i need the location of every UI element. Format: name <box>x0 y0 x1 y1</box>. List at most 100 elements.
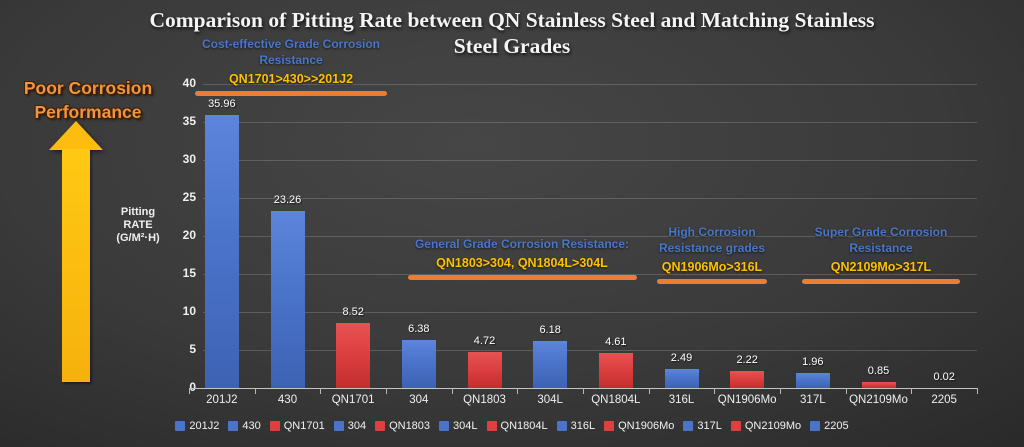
annotation-heading-line: Super Grade Corrosion <box>814 225 948 239</box>
bar-QN1701 <box>336 323 371 388</box>
y-axis-tick-label: 40 <box>182 76 196 90</box>
legend-item: QN1906Mo <box>604 420 674 432</box>
legend-label: 201J2 <box>189 420 220 432</box>
bar-317L <box>795 373 830 388</box>
legend-swatch <box>175 421 186 431</box>
bar-value-label: 2.49 <box>670 352 693 365</box>
x-axis-category-label: QN1803 <box>463 394 506 406</box>
legend-item: 201J2 <box>175 420 219 432</box>
page-title-line1: Comparison of Pitting Rate between QN St… <box>149 8 875 32</box>
x-axis-tick <box>911 388 913 394</box>
chart-legend: 201J2 430 QN1701 304 QN1803 304L QN1804L 316L QN… <box>0 420 1024 432</box>
annotation-group: High Corrosion Resistance grades QN1906Mo>… <box>637 224 787 284</box>
legend-label: QN2109Mo <box>744 420 802 432</box>
legend-item: 430 <box>228 420 261 432</box>
x-axis-category-label: 317L <box>800 394 826 406</box>
x-axis-tick <box>517 388 519 394</box>
annotation-heading-line: Resistance <box>259 53 323 67</box>
y-axis-tick-label: 10 <box>182 304 196 318</box>
x-axis-category-label: 316L <box>668 394 695 406</box>
gridline <box>203 235 977 237</box>
annotation-group: Super Grade Corrosion Resistance QN2109Mo>… <box>796 224 966 284</box>
y-axis-tick-label: 15 <box>182 266 196 280</box>
bar-value-label: 1.96 <box>802 356 824 369</box>
poor-corrosion-callout: Poor Corrosion Performance <box>2 76 174 124</box>
y-axis-tick-label: 20 <box>182 228 196 242</box>
legend-swatch <box>333 421 344 431</box>
legend-item: 304L <box>439 420 478 432</box>
y-axis-tick-label: 25 <box>182 190 196 204</box>
legend-item: QN1803 <box>375 420 430 432</box>
bar-value-label: 8.52 <box>342 306 364 319</box>
x-axis-tick <box>714 388 716 394</box>
gridline <box>203 311 977 313</box>
legend-item: QN2109Mo <box>730 420 802 432</box>
legend-swatch <box>604 421 615 431</box>
bar-304 <box>401 339 436 388</box>
gridline <box>203 83 977 85</box>
annotation-relation: QN1701>430>>201J2 <box>228 72 354 86</box>
x-axis-category-label: QN1804L <box>591 394 641 406</box>
legend-swatch <box>439 421 450 431</box>
x-axis-tick <box>780 388 781 394</box>
annotation-underline <box>195 91 387 96</box>
legend-label: 2205 <box>824 420 849 432</box>
legend-label: QN1803 <box>389 420 431 432</box>
annotation-heading: Cost-effective Grade Corrosion Resistance <box>186 36 396 68</box>
bar-201J2 <box>204 114 239 388</box>
up-arrow-shaft <box>62 149 90 382</box>
x-axis-tick <box>254 388 256 394</box>
annotation-heading: General Grade Corrosion Resistance: <box>392 236 652 252</box>
y-axis-title-line2: RATE <box>123 219 153 231</box>
legend-item: 317L <box>683 420 722 432</box>
bar-316L <box>664 369 699 388</box>
legend-label: 317L <box>697 420 722 432</box>
legend-swatch <box>810 421 821 431</box>
x-axis-category-label: 2205 <box>931 394 957 406</box>
x-axis-category-label: QN1906Mo <box>717 394 777 406</box>
annotation-heading-line: High Corrosion <box>668 225 756 239</box>
y-axis-title: Pitting RATE (G/M²·H) <box>106 206 170 245</box>
legend-item: QN1804L <box>486 420 548 432</box>
x-axis-tick <box>845 388 847 394</box>
bar-value-label: 0.85 <box>867 364 890 377</box>
legend-label: 430 <box>242 420 261 432</box>
x-axis-tick <box>320 388 322 394</box>
annotation-heading-line: Cost-effective Grade Corrosion <box>201 37 381 51</box>
x-axis-tick <box>977 388 978 394</box>
bar-value-label: 23.26 <box>273 194 302 207</box>
bar-value-label: 0.02 <box>933 370 955 383</box>
y-axis-tick-label: 35 <box>182 114 196 128</box>
bar-value-label: 6.18 <box>539 324 561 337</box>
annotation-relation: QN1803>304, QN1804L>304L <box>436 256 608 270</box>
x-axis-tick <box>451 388 453 394</box>
up-arrow-icon <box>49 121 103 150</box>
gridline <box>203 273 977 275</box>
y-axis-tick-label: 30 <box>182 152 196 166</box>
y-axis-title-line3: (G/M²·H) <box>116 232 160 244</box>
x-axis-category-label: QN1701 <box>331 394 375 406</box>
bar-value-label: 4.72 <box>473 335 496 348</box>
annotation-heading-line: Resistance grades <box>658 241 766 255</box>
annotation-relation: QN1906Mo>316L <box>661 260 763 274</box>
bar-value-label: 2.22 <box>736 354 758 367</box>
y-axis-tick-label: 5 <box>189 342 196 356</box>
x-axis-category-label: 201J2 <box>206 394 238 406</box>
legend-label: QN1701 <box>283 420 325 432</box>
poor-corrosion-callout-line1: Poor Corrosion <box>23 78 153 98</box>
legend-swatch <box>683 421 694 431</box>
annotation-group: General Grade Corrosion Resistance: QN180… <box>392 236 652 280</box>
annotation-heading: High Corrosion Resistance grades <box>637 224 787 256</box>
legend-item: 316L <box>556 420 595 432</box>
legend-label: 304 <box>347 420 367 432</box>
legend-label: QN1804L <box>500 420 548 432</box>
x-axis-tick <box>189 388 190 394</box>
gridline <box>203 349 977 351</box>
y-axis-tick-label: 0 <box>189 380 196 394</box>
x-axis-tick <box>386 388 387 394</box>
annotation-group: Cost-effective Grade Corrosion Resistance… <box>186 36 396 96</box>
x-axis-tick <box>583 388 584 394</box>
y-axis-title-line1: Pitting <box>120 206 156 218</box>
legend-label: QN1906Mo <box>618 420 675 432</box>
